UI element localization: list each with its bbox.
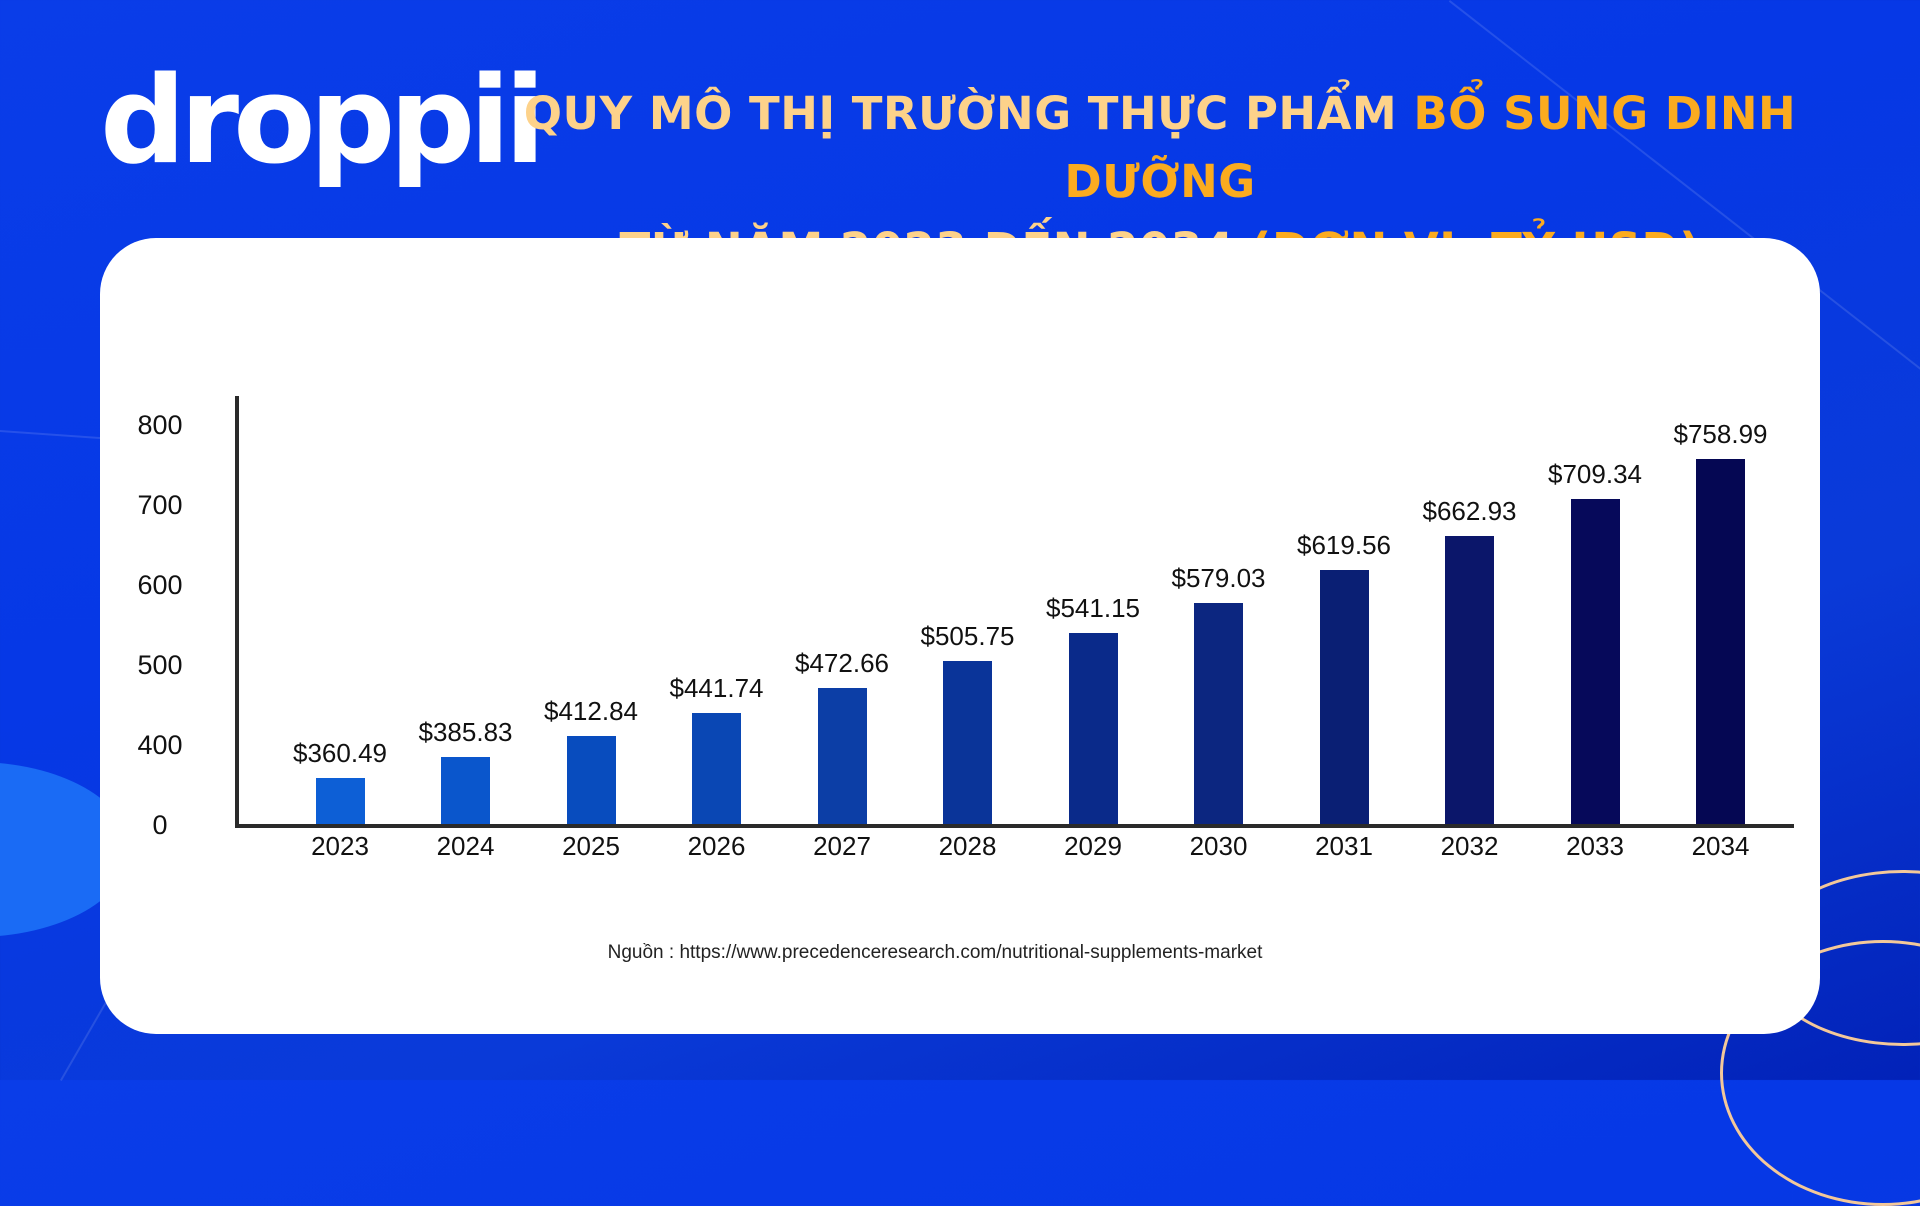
x-tick-label: 2032 — [1440, 831, 1499, 861]
value-label: $385.83 — [418, 717, 513, 748]
source-note: Nguồn : https://www.precedenceresearch.c… — [607, 942, 1263, 963]
droppii-logo: droppii — [100, 52, 546, 191]
x-tick-label: 2031 — [1315, 831, 1373, 861]
x-tick-label: 2027 — [813, 831, 871, 861]
y-axis — [235, 396, 239, 828]
title-line-1: QUY MÔ THỊ TRƯỜNG THỰC PHẨM BỔ SUNG DINH… — [470, 80, 1850, 216]
x-tick-label: 2023 — [311, 831, 369, 861]
bar-2027 — [817, 687, 867, 824]
bar-2024 — [441, 757, 490, 824]
x-tick-label: 2034 — [1691, 831, 1750, 861]
bar-2026 — [692, 712, 741, 824]
x-tick-label: 2033 — [1566, 831, 1624, 861]
bar-2025 — [566, 735, 616, 824]
bar-2030 — [1194, 602, 1243, 824]
y-tick-label: 500 — [137, 650, 183, 680]
x-tick-label: 2029 — [1064, 831, 1122, 861]
value-label: $619.56 — [1297, 530, 1391, 561]
value-label: $441.74 — [669, 672, 764, 703]
x-axis — [235, 824, 1794, 828]
bar-2029 — [1068, 633, 1118, 824]
value-label: $709.34 — [1548, 458, 1642, 489]
x-tick-label: 2030 — [1189, 831, 1248, 861]
value-label: $662.93 — [1422, 495, 1517, 526]
y-tick-label: 600 — [137, 570, 183, 600]
x-tick-label: 2024 — [436, 831, 495, 861]
value-label: $505.75 — [920, 621, 1015, 652]
x-tick-label: 2026 — [687, 831, 746, 861]
bar-2034 — [1696, 458, 1745, 824]
bar-2031 — [1319, 570, 1369, 824]
y-tick-label: 400 — [137, 730, 183, 760]
value-label: $472.66 — [795, 647, 889, 678]
title-text: QUY MÔ THỊ TRƯỜNG THỰC PHẨM — [523, 87, 1414, 140]
x-tick-label: 2025 — [562, 831, 620, 861]
bar-2033 — [1570, 498, 1620, 824]
value-label: $758.99 — [1673, 418, 1768, 449]
bar-2023 — [315, 777, 365, 824]
y-tick-label: 0 — [152, 810, 168, 840]
y-tick-label: 800 — [137, 410, 183, 440]
y-tick-label: 700 — [137, 490, 183, 520]
bar-2032 — [1445, 535, 1494, 824]
value-label: $360.49 — [293, 737, 387, 768]
x-tick-label: 2028 — [938, 831, 997, 861]
chart-card — [100, 238, 1820, 1034]
bar-2028 — [943, 661, 992, 824]
value-label: $579.03 — [1171, 562, 1266, 593]
value-label: $412.84 — [544, 695, 638, 726]
value-label: $541.15 — [1046, 593, 1140, 624]
title-highlight: BỔ SUNG DINH DƯỠNG — [1064, 87, 1797, 208]
